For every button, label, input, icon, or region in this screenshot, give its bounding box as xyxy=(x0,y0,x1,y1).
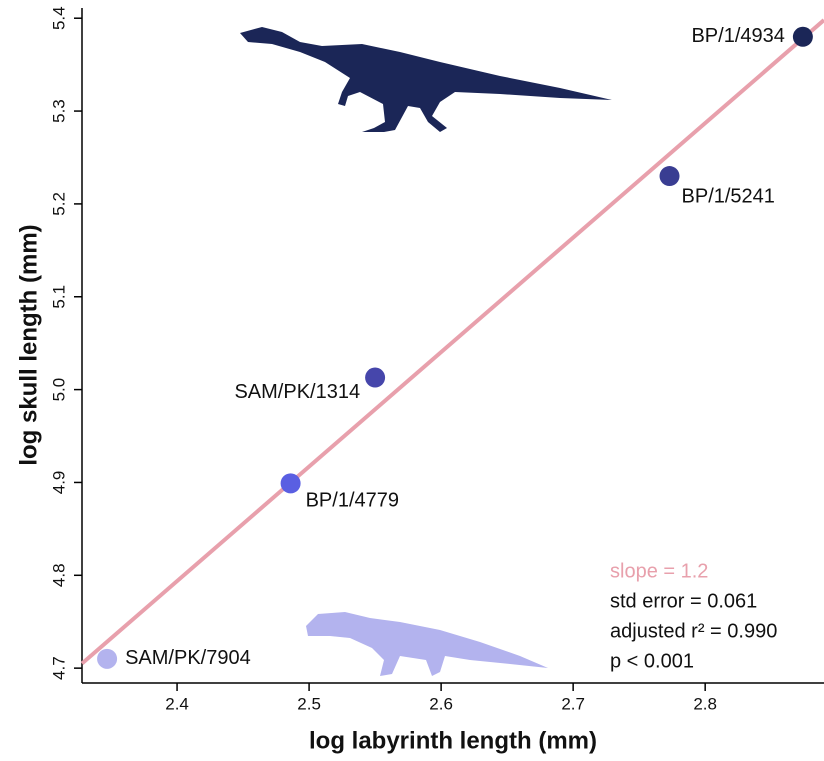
point-label: SAM/PK/7904 xyxy=(125,647,251,669)
y-tick-label: 5.3 xyxy=(49,99,68,123)
stats-annotation: p < 0.001 xyxy=(610,650,694,672)
data-point xyxy=(97,649,117,669)
point-label: BP/1/5241 xyxy=(682,185,775,207)
x-tick-label: 2.4 xyxy=(165,694,189,713)
stats-annotation: std error = 0.061 xyxy=(610,590,757,612)
y-tick-label: 4.8 xyxy=(49,563,68,587)
stats-annotation: adjusted r² = 0.990 xyxy=(610,620,777,642)
x-tick-label: 2.7 xyxy=(561,694,585,713)
y-tick-label: 5.4 xyxy=(49,6,68,30)
point-label: BP/1/4779 xyxy=(306,490,399,512)
data-point xyxy=(365,368,385,388)
point-label: BP/1/4934 xyxy=(691,25,784,47)
point-label: SAM/PK/1314 xyxy=(234,381,360,403)
x-tick-label: 2.6 xyxy=(429,694,453,713)
data-point xyxy=(793,27,813,47)
y-tick-label: 4.9 xyxy=(49,471,68,495)
y-tick-label: 5.0 xyxy=(49,378,68,402)
y-tick-label: 5.2 xyxy=(49,192,68,216)
y-tick-label: 5.1 xyxy=(49,285,68,309)
data-point xyxy=(660,166,680,186)
chart: log labyrinth length (mm) log skull leng… xyxy=(0,0,824,761)
stats-annotation: slope = 1.2 xyxy=(610,560,708,582)
y-axis-title: log skull length (mm) xyxy=(15,224,42,465)
dinosaur-silhouette xyxy=(240,27,612,132)
regression-line xyxy=(82,20,824,663)
y-tick-label: 4.7 xyxy=(49,656,68,680)
x-tick-label: 2.5 xyxy=(297,694,321,713)
x-tick-label: 2.8 xyxy=(693,694,717,713)
x-axis-title: log labyrinth length (mm) xyxy=(309,727,597,754)
data-point xyxy=(281,473,301,493)
reptile-silhouette xyxy=(306,612,548,676)
